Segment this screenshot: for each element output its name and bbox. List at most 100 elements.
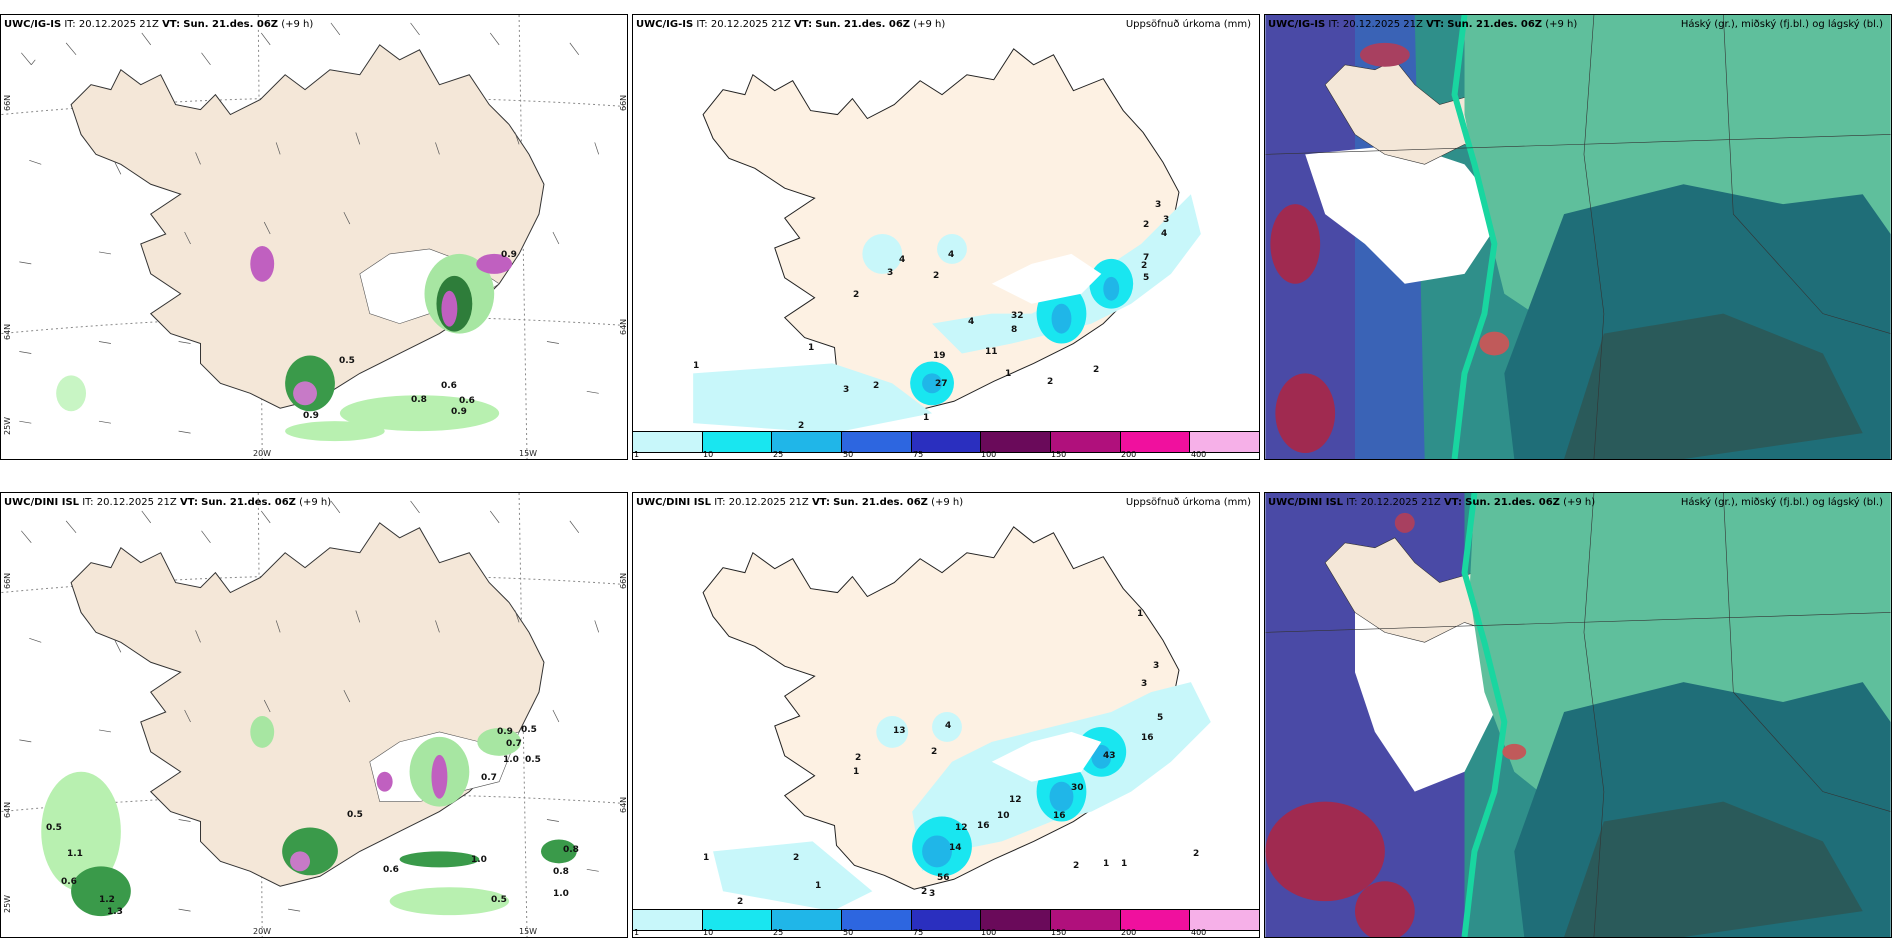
value-label: 0.8 <box>411 395 427 405</box>
colorbar-seg <box>1190 432 1259 452</box>
colorbar-seg <box>911 432 982 452</box>
lon-tick: 20W <box>253 927 272 936</box>
map-clouds-ig <box>1265 15 1891 459</box>
value-label: 1 <box>1137 609 1144 619</box>
colorbar-seg <box>772 910 843 930</box>
value-label: 32 <box>1011 311 1024 321</box>
value-label: 0.9 <box>451 407 467 417</box>
value-label: 2 <box>1047 377 1054 387</box>
colorbar-labels: 1 10 25 50 75 100 150 200 400 <box>633 450 1259 459</box>
lon-tick: 15W <box>519 449 538 458</box>
value-label: 8 <box>1011 325 1018 335</box>
panel-header: UWC/DINI ISL IT: 20.12.2025 21Z VT: Sun.… <box>636 497 964 508</box>
map-panel-precip-dini[interactable]: UWC/DINI ISL IT: 20.12.2025 21Z VT: Sun.… <box>632 492 1260 938</box>
colorbar-seg <box>981 432 1052 452</box>
map-panel-clouds-dini[interactable]: UWC/DINI ISL IT: 20.12.2025 21Z VT: Sun.… <box>1264 492 1892 938</box>
map-panel-clouds-ig[interactable]: UWC/IG-IS IT: 20.12.2025 21Z VT: Sun. 21… <box>1264 14 1892 460</box>
value-label: 0.5 <box>46 823 62 833</box>
precip-title: Uppsöfnuð úrkoma (mm) <box>1125 497 1251 508</box>
value-label: 1.3 <box>107 907 123 917</box>
value-label: 1 <box>808 343 815 353</box>
value-label: 2 <box>855 753 862 763</box>
value-label: 7 <box>1143 253 1150 263</box>
cloud-title: Háský (gr.), miðský (fj.bl.) og lágský (… <box>1680 497 1883 508</box>
value-label: 16 <box>1053 811 1066 821</box>
colorbar-seg <box>911 910 982 930</box>
value-label: 1.2 <box>99 895 115 905</box>
value-label: 14 <box>949 843 962 853</box>
colorbar-label: 50 <box>843 928 854 937</box>
value-label: 2 <box>1193 849 1200 859</box>
colorbar-seg <box>702 910 773 930</box>
value-label: 1 <box>923 413 930 423</box>
value-label: 4 <box>1161 229 1168 239</box>
map-panel-precip-ig[interactable]: UWC/IG-IS IT: 20.12.2025 21Z VT: Sun. 21… <box>632 14 1260 460</box>
value-label: 13 <box>893 726 906 736</box>
colorbar <box>633 431 1259 453</box>
colorbar-seg <box>772 432 843 452</box>
value-label: 2 <box>1093 365 1100 375</box>
value-label: 12 <box>955 823 968 833</box>
value-label: 0.5 <box>491 895 507 905</box>
colorbar-label: 50 <box>843 450 854 459</box>
value-label: 30 <box>1071 783 1084 793</box>
value-label: 1.0 <box>503 755 519 765</box>
map-panel-wind-ig[interactable]: UWC/IG-IS IT: 20.12.2025 21Z VT: Sun. 21… <box>0 14 628 460</box>
value-label: 1 <box>693 361 700 371</box>
value-label: 4 <box>899 255 906 265</box>
value-label: 4 <box>948 250 955 260</box>
snowfall-patches <box>41 715 577 917</box>
value-label: 0.7 <box>481 773 497 783</box>
colorbar-label: 25 <box>773 450 784 459</box>
value-label: 2 <box>798 421 805 431</box>
panel-header: UWC/IG-IS IT: 20.12.2025 21Z VT: Sun. 21… <box>636 19 946 30</box>
precip-shading <box>693 194 1201 434</box>
map-panel-wind-dini[interactable]: UWC/DINI ISL IT: 20.12.2025 21Z VT: Sun.… <box>0 492 628 938</box>
value-label: 3 <box>1141 679 1148 689</box>
value-label: 4 <box>968 317 975 327</box>
colorbar-labels: 1 10 25 50 75 100 150 200 400 <box>633 928 1259 937</box>
map-clouds-dini <box>1265 493 1891 937</box>
panel-header: UWC/DINI ISL IT: 20.12.2025 21Z VT: Sun.… <box>1268 497 1596 508</box>
value-label: 1 <box>1005 369 1012 379</box>
value-label: 2 <box>931 747 938 757</box>
value-label: 5 <box>1157 713 1164 723</box>
lat-tick: 64N <box>619 318 628 335</box>
colorbar-label: 400 <box>1191 928 1207 937</box>
colorbar-label: 400 <box>1191 450 1207 459</box>
precip-shading <box>713 682 1211 912</box>
value-label: 0.9 <box>497 727 513 737</box>
value-label: 4 <box>945 721 952 731</box>
snowfall-patches <box>56 245 513 442</box>
wind-barbs <box>19 22 600 434</box>
lat-tick: 66N <box>619 572 628 589</box>
iceland-land <box>70 44 545 409</box>
colorbar-label: 75 <box>913 450 924 459</box>
value-label: 3 <box>1153 661 1160 671</box>
lon-tick: 25W <box>3 894 12 913</box>
value-label: 1.0 <box>471 855 487 865</box>
value-label: 27 <box>935 379 948 389</box>
value-label: 2 <box>853 290 860 300</box>
lon-tick: 15W <box>519 927 538 936</box>
value-label: 2 <box>873 381 880 391</box>
value-label: 16 <box>1141 733 1154 743</box>
colorbar-seg <box>1120 432 1191 452</box>
lon-tick: 25W <box>3 416 12 435</box>
colorbar-label: 200 <box>1121 450 1137 459</box>
lat-tick: 64N <box>3 801 12 818</box>
colorbar-seg <box>1051 432 1121 452</box>
colorbar-label: 150 <box>1051 450 1067 459</box>
panel-header: UWC/IG-IS IT: 20.12.2025 21Z VT: Sun. 21… <box>4 19 314 30</box>
value-label: 2 <box>737 897 744 907</box>
value-label: 1 <box>703 853 710 863</box>
value-label: 2 <box>793 853 800 863</box>
value-label: 5 <box>1143 273 1150 283</box>
value-label: 0.6 <box>383 865 399 875</box>
value-label: 3 <box>929 889 936 899</box>
map-wind-dini <box>1 493 627 937</box>
borders <box>1265 493 1891 937</box>
colorbar-seg <box>1051 910 1121 930</box>
value-label: 10 <box>997 811 1010 821</box>
colorbar-label: 10 <box>703 928 714 937</box>
